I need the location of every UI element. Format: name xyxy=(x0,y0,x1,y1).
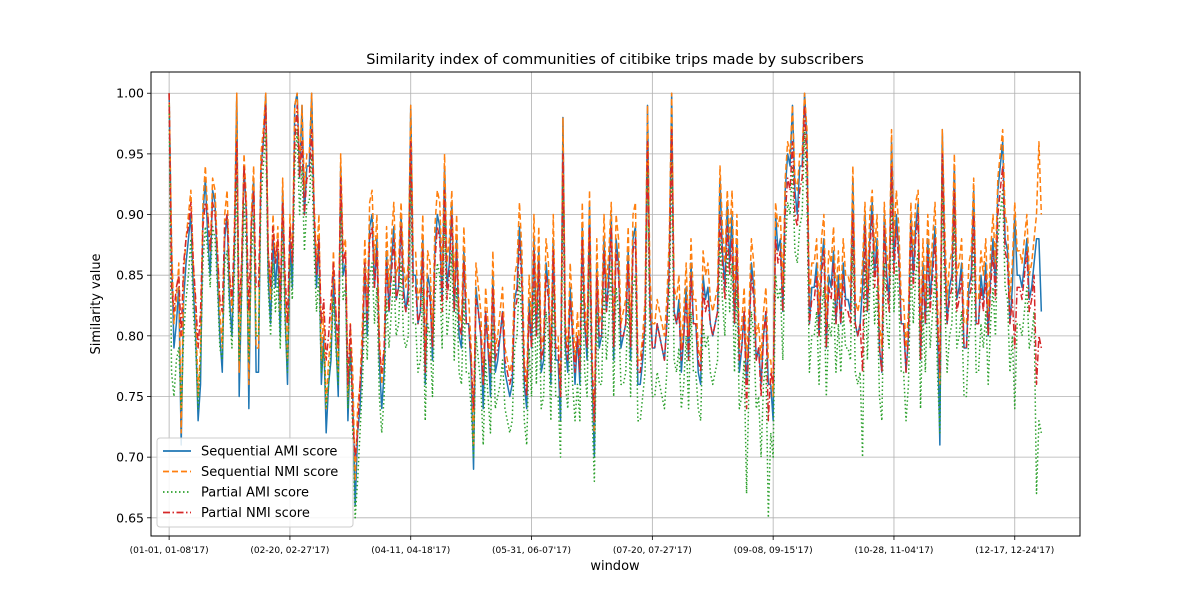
x-tick-label: (02-20, 02-27'17) xyxy=(250,546,329,556)
axis-ticks: 0.65 0.70 0.75 0.80 0.85 0.90 0.95 1.00 (01-01, … xyxy=(116,86,1054,556)
x-tick-label: (10-28, 11-04'17) xyxy=(854,546,933,556)
series-lines xyxy=(168,92,1043,519)
legend-label: Partial AMI score xyxy=(201,486,309,501)
y-tick-label: 0.95 xyxy=(116,146,144,161)
y-tick-label: 0.65 xyxy=(116,510,144,525)
x-axis-label: window xyxy=(590,559,640,574)
x-tick-label: (09-08, 09-15'17) xyxy=(734,546,813,556)
series-line-sequential-nmi-score xyxy=(168,92,1043,483)
series-line-partial-ami-score xyxy=(168,105,1043,519)
x-tick-label: (04-11, 04-18'17) xyxy=(371,546,450,556)
y-tick-label: 0.75 xyxy=(116,389,144,404)
y-tick-label: 0.80 xyxy=(116,328,144,343)
x-tick-label: (12-17, 12-24'17) xyxy=(975,546,1054,556)
series-line-partial-nmi-score xyxy=(168,93,1043,458)
y-tick-label: 0.70 xyxy=(116,450,144,465)
x-tick-label: (01-01, 01-08'17) xyxy=(130,546,209,556)
legend-box xyxy=(156,437,354,528)
y-tick-label: 0.90 xyxy=(116,207,144,222)
legend-label: Partial NMI score xyxy=(201,506,310,521)
legend-label: Sequential AMI score xyxy=(201,445,337,460)
chart-title: Similarity index of communities of citib… xyxy=(366,52,864,68)
plot-area-frame xyxy=(150,71,1081,537)
x-tick-label: (05-31, 06-07'17) xyxy=(492,546,571,556)
legend-label: Sequential NMI score xyxy=(201,465,338,480)
y-tick-label: 1.00 xyxy=(116,86,144,101)
x-tick-label: (07-20, 07-27'17) xyxy=(613,546,692,556)
y-tick-label: 0.85 xyxy=(116,268,144,283)
legend: Sequential AMI score Sequential NMI score… xyxy=(156,437,354,528)
y-axis-label: Similarity value xyxy=(89,253,104,354)
